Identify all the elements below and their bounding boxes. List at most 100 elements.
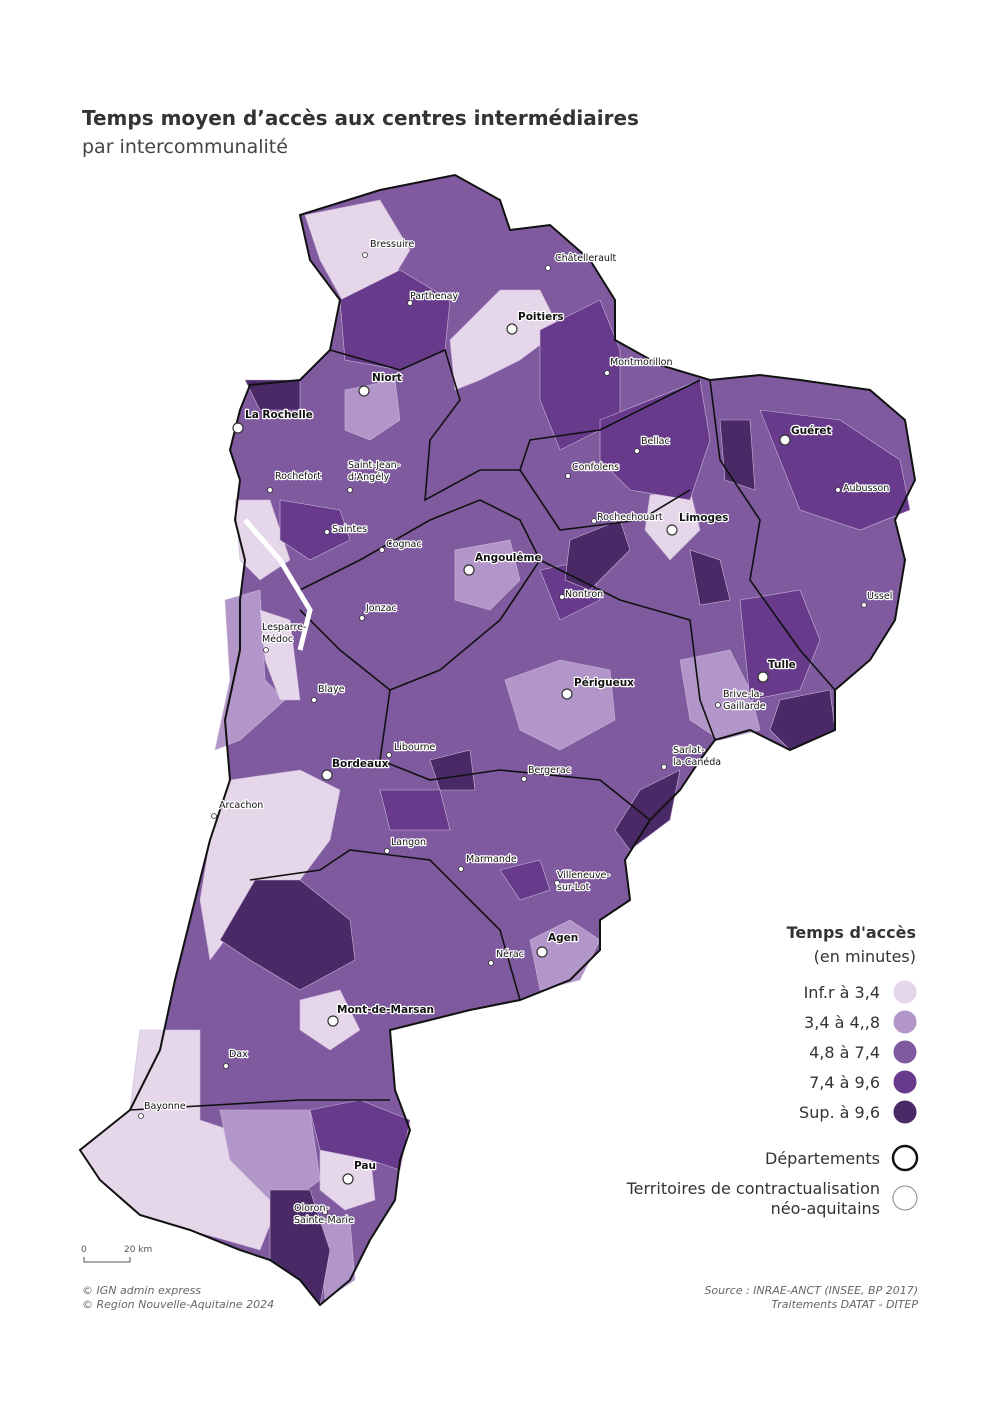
city-label: Confolens (572, 462, 619, 473)
city-dot (359, 615, 365, 621)
city-label: Bellac (641, 436, 670, 447)
area (679, 649, 761, 741)
area (219, 879, 356, 991)
city-label: la-Canéda (673, 757, 721, 768)
city-dot (565, 473, 571, 479)
department-border (519, 379, 701, 471)
city-dot (311, 697, 317, 703)
city-label: Pau (354, 1160, 376, 1172)
area (429, 749, 476, 791)
city-label: sur-Lot (557, 882, 590, 893)
city-dot (327, 1015, 339, 1027)
area (344, 379, 401, 441)
title: Temps moyen d’accès aux centres interméd… (82, 106, 639, 130)
legend-territories: Territoires de contractualisation (626, 1179, 880, 1198)
city-label: Châtellerault (555, 253, 617, 264)
area (689, 549, 731, 606)
department-border (329, 348, 520, 502)
city-dot (324, 529, 330, 535)
city-label: Saint-Jean- (348, 460, 400, 471)
city-dot (521, 776, 527, 782)
source: Traitements DATAT - DITEP (771, 1298, 918, 1311)
city-label: Bayonne (144, 1101, 186, 1112)
legend-departments: Départements (765, 1149, 880, 1168)
city-label: Rochefort (275, 471, 321, 482)
city-label: Lesparre- (262, 622, 306, 633)
city-label: Gaillarde (723, 701, 766, 712)
department-border (299, 609, 651, 821)
city-dot (263, 647, 269, 653)
area (279, 499, 351, 561)
department-border (129, 1099, 390, 1111)
area (504, 659, 616, 751)
city-label: Guéret (791, 425, 832, 437)
city-label: Marmande (466, 854, 517, 865)
legend-symbol (891, 1144, 919, 1172)
scale-bar (83, 1257, 131, 1263)
legend-swatch (892, 1039, 918, 1065)
city-label: Sarlat- (673, 745, 704, 756)
city-label: Périgueux (574, 677, 634, 689)
legend-label: Inf.r à 3,4 (804, 983, 880, 1002)
legend-swatch (892, 979, 918, 1005)
city-dot (384, 848, 390, 854)
city-label: Agen (548, 932, 578, 944)
city-label: Sainte-Marie (294, 1215, 354, 1226)
city-dot (458, 866, 464, 872)
city-label: Nérac (496, 949, 524, 960)
department-border (519, 469, 691, 531)
city-label: Libourne (394, 742, 436, 753)
city-dot (545, 265, 551, 271)
legend-swatch (892, 1069, 918, 1095)
city-dot (604, 370, 610, 376)
scale-label: 0 (81, 1245, 87, 1255)
cities: Bressuire Châtellerault Parthenay Poitiers M… (138, 238, 894, 1227)
city-label: Bressuire (370, 239, 414, 250)
city-dot (536, 946, 548, 958)
city-dot (407, 300, 413, 306)
city-label: Nontron (565, 589, 603, 600)
region-outline (78, 173, 917, 1307)
subtitle: par intercommunalité (82, 136, 288, 158)
city-dot (861, 602, 867, 608)
city-label: Bergerac (528, 765, 571, 776)
city-dot (386, 752, 392, 758)
area (244, 379, 301, 411)
city-label: Tulle (768, 659, 796, 671)
city-dot (779, 434, 791, 446)
city-dot (661, 764, 667, 770)
city-dot (211, 813, 217, 819)
legend-label: Sup. à 9,6 (799, 1103, 880, 1122)
city-dot (379, 547, 385, 553)
department-border (299, 499, 541, 691)
city-dot (223, 1063, 229, 1069)
city-dot (322, 1209, 328, 1215)
city-dot (488, 960, 494, 966)
city-label: d'Angély (348, 472, 390, 483)
city-label: Arcachon (219, 800, 263, 811)
city-label: Mont-de-Marsan (337, 1004, 434, 1016)
city-dot (554, 880, 560, 886)
city-dot (559, 594, 565, 600)
city-label: Poitiers (518, 311, 564, 323)
legend-territories: néo-aquitains (771, 1199, 880, 1218)
city-label: Parthenay (410, 291, 458, 302)
department-border (539, 559, 716, 741)
area (759, 409, 911, 531)
city-label: Niort (372, 372, 402, 384)
city-label: Brive-la- (723, 689, 763, 700)
city-dot (463, 564, 475, 576)
city-label: Saintes (332, 524, 367, 535)
city-label: Limoges (679, 512, 728, 524)
city-dot (138, 1113, 144, 1119)
city-label: Langon (391, 837, 426, 848)
city-dot (358, 385, 370, 397)
department-border (249, 849, 521, 1001)
city-label: Blaye (318, 684, 345, 695)
credit: © Region Nouvelle-Aquitaine 2024 (82, 1298, 274, 1311)
city-dot (347, 487, 353, 493)
city-label: Bordeaux (332, 758, 389, 770)
scale-label: 20 km (124, 1245, 152, 1255)
city-label: Jonzac (365, 603, 397, 614)
